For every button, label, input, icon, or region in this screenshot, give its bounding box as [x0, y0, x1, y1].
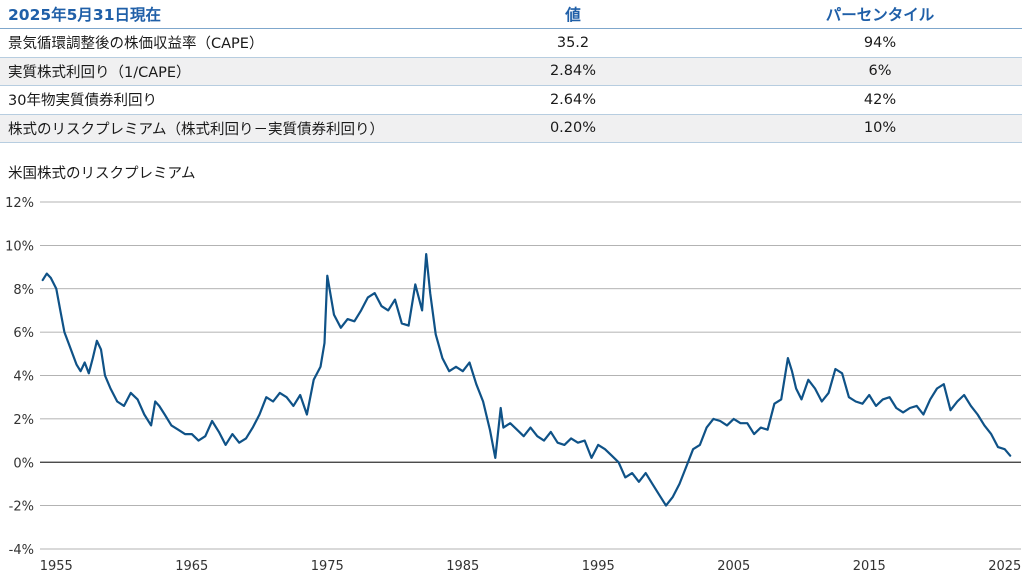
table-percentile-heading: パーセンタイル	[825, 6, 935, 24]
row-value: 2.84%	[549, 63, 597, 80]
y-tick-label: 8%	[13, 283, 34, 298]
table-row: 30年物実質債券利回り 2.64% 42%	[0, 86, 1022, 115]
y-tick-label: -2%	[9, 500, 34, 515]
row-percentile: 42%	[863, 91, 897, 108]
y-tick-label: 4%	[13, 370, 34, 385]
valuation-table: 2025年5月31日現在 値 パーセンタイル 景気循環調整後の株価収益率（CAP…	[0, 0, 1022, 143]
row-percentile: 6%	[868, 63, 892, 80]
y-tick-label: 2%	[13, 413, 34, 428]
x-tick-label: 1975	[311, 559, 344, 574]
series-line	[41, 253, 1012, 507]
table-value-heading: 値	[565, 6, 581, 24]
row-value: 0.20%	[549, 120, 597, 137]
chart-title: 米国株式のリスクプレミアム	[8, 166, 196, 182]
x-tick-label: 2025	[988, 559, 1021, 574]
table-header-row: 2025年5月31日現在 値 パーセンタイル	[0, 0, 1022, 29]
x-axis-ticks: 1955 1965 1975 1985 1995 2005 2015 2025	[40, 559, 1022, 574]
row-value: 35.2	[556, 34, 590, 51]
row-label: 30年物実質債券利回り	[8, 93, 157, 110]
series-layer	[41, 253, 1012, 507]
table-row: 株式のリスクプレミアム（株式利回り－実質債券利回り） 0.20% 10%	[0, 114, 1022, 143]
x-tick-label: 1985	[446, 559, 479, 574]
y-tick-label: 0%	[13, 456, 34, 471]
x-tick-label: 1965	[175, 559, 208, 574]
row-label: 景気循環調整後の株価収益率（CAPE）	[8, 36, 264, 53]
y-tick-label: 6%	[13, 326, 34, 341]
row-label: 実質株式利回り（1/CAPE）	[8, 64, 191, 81]
row-percentile: 94%	[863, 34, 897, 51]
y-axis-ticks: -4% -2% 0% 2% 4% 6% 8% 10% 12%	[5, 196, 34, 558]
table-row: 実質株式利回り（1/CAPE） 2.84% 6%	[0, 57, 1022, 86]
x-tick-label: 1955	[40, 559, 73, 574]
x-tick-label: 2005	[717, 559, 750, 574]
row-label: 株式のリスクプレミアム（株式利回り－実質債券利回り）	[8, 121, 384, 138]
x-tick-label: 1995	[582, 559, 615, 574]
row-percentile: 10%	[863, 120, 897, 137]
grid-lines	[40, 201, 1021, 550]
table-row: 景気循環調整後の株価収益率（CAPE） 35.2 94%	[0, 29, 1022, 58]
x-tick-label: 2015	[853, 559, 886, 574]
y-tick-label: 12%	[5, 196, 34, 211]
table-date-heading: 2025年5月31日現在	[8, 6, 161, 24]
row-value: 2.64%	[549, 91, 597, 108]
y-tick-label: -4%	[9, 543, 34, 558]
y-tick-label: 10%	[5, 239, 34, 254]
